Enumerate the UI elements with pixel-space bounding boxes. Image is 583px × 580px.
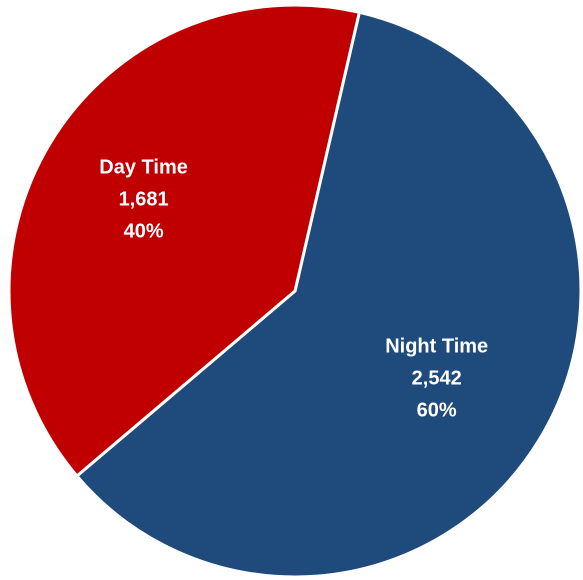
slice-value-label: 2,542 [412,367,462,389]
slice-percent-label: 60% [417,399,457,421]
slice-percent-label: 40% [124,221,164,243]
pie-slice-night-time [75,10,583,579]
slice-name-label: Night Time [385,335,488,357]
pie-labels: Night Time 2,542 60% Day Time 1,681 40% [99,157,488,422]
pie-slices [7,3,583,579]
slice-name-label: Day Time [99,157,188,179]
slice-value-label: 1,681 [119,189,169,211]
pie-slice-day-time [7,3,361,478]
